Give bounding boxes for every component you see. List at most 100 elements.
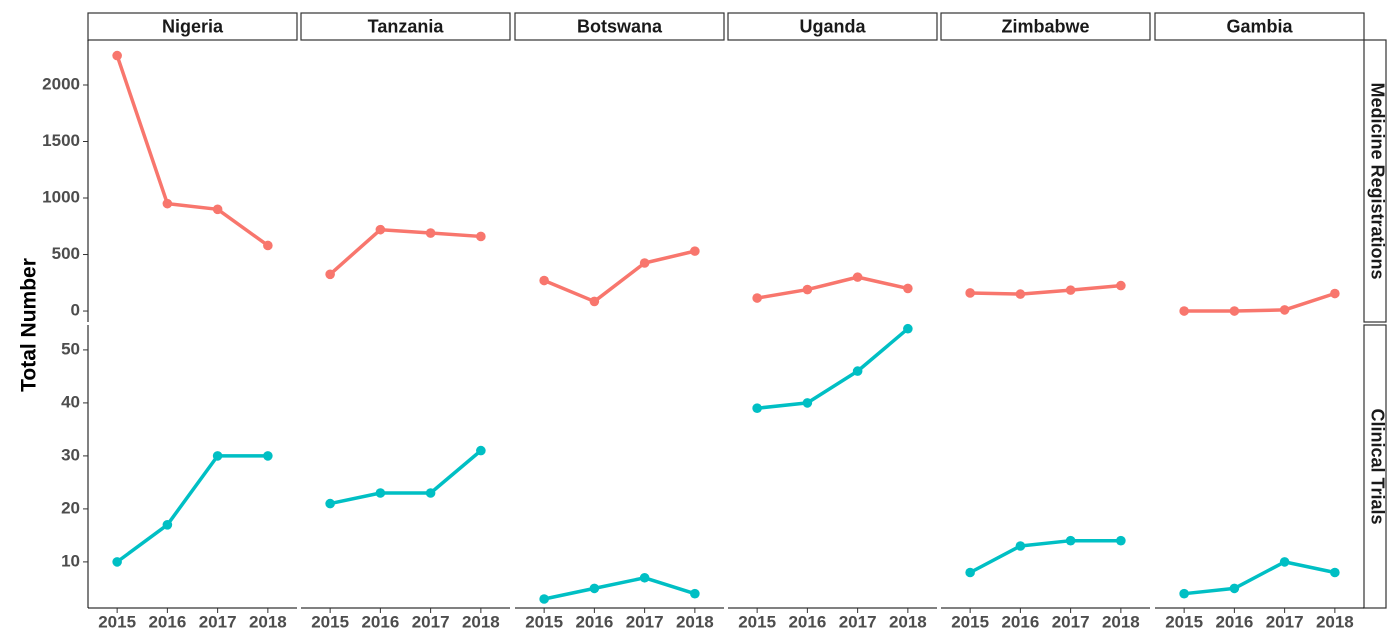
x-tick-label: 2017 <box>1266 612 1304 629</box>
point <box>1015 289 1026 299</box>
point <box>476 231 486 242</box>
row-strip <box>1363 324 1387 609</box>
x-tick-label: 2015 <box>98 612 136 629</box>
point <box>965 567 975 578</box>
x-tick-label: 2015 <box>311 612 349 629</box>
y-tick-label: 1000 <box>42 187 80 206</box>
line <box>329 449 482 506</box>
point <box>1229 583 1240 594</box>
point <box>162 519 173 530</box>
point <box>690 588 700 599</box>
y-tick-label: 1500 <box>42 131 80 150</box>
row-label: Clinical Trials <box>1367 408 1387 524</box>
point <box>589 296 600 307</box>
x-tick-label: 2018 <box>462 612 500 629</box>
point <box>690 246 700 256</box>
point <box>162 198 173 209</box>
point <box>112 50 122 61</box>
point <box>639 258 650 268</box>
x-tick-label: 2015 <box>738 612 776 629</box>
line <box>1184 291 1336 313</box>
point <box>802 284 813 295</box>
x-tick-label: 2017 <box>839 612 877 629</box>
point <box>375 224 386 235</box>
point <box>325 269 335 280</box>
point <box>639 572 650 583</box>
point <box>425 228 436 238</box>
line <box>328 227 481 276</box>
row-label: Medicine Registrations <box>1367 82 1387 279</box>
point <box>852 272 863 282</box>
facet-strip <box>940 12 1151 41</box>
line <box>969 538 1121 575</box>
x-tick-label: 2015 <box>951 612 989 629</box>
x-tick-label: 2017 <box>626 612 664 629</box>
x-tick-label: 2017 <box>1052 612 1090 629</box>
y-tick-label: 20 <box>61 498 80 517</box>
point <box>1229 306 1240 316</box>
facet-label: Botswana <box>577 16 663 36</box>
point <box>1065 285 1076 295</box>
point <box>212 204 223 215</box>
x-tick-label: 2015 <box>525 612 563 629</box>
point <box>1179 306 1189 316</box>
point <box>965 288 975 298</box>
point <box>112 557 122 567</box>
y-tick-label: 10 <box>61 551 80 570</box>
point <box>1279 305 1290 315</box>
point <box>1116 280 1126 291</box>
facet-label: Nigeria <box>162 16 224 36</box>
point <box>589 583 600 594</box>
point <box>212 451 223 461</box>
point <box>752 403 762 414</box>
point <box>852 366 863 376</box>
point <box>1330 288 1340 299</box>
x-tick-label: 2018 <box>1316 612 1354 629</box>
x-tick-label: 2018 <box>249 612 287 629</box>
point <box>903 283 913 294</box>
x-tick-label: 2017 <box>199 612 237 629</box>
line <box>115 55 269 247</box>
line <box>970 283 1122 296</box>
point <box>1116 535 1126 546</box>
facet-label: Gambia <box>1226 16 1293 36</box>
point <box>1279 557 1290 567</box>
line <box>756 275 909 300</box>
facet-strip <box>300 12 511 41</box>
facet-strip <box>1154 12 1365 41</box>
point <box>1179 588 1189 599</box>
facet-label: Uganda <box>799 16 866 36</box>
x-tick-label: 2018 <box>676 612 714 629</box>
line <box>1183 560 1336 596</box>
y-tick-label: 50 <box>61 339 80 358</box>
y-tick-label: 500 <box>52 244 80 263</box>
x-tick-label: 2016 <box>788 612 826 629</box>
x-tick-label: 2018 <box>889 612 927 629</box>
point <box>539 594 549 604</box>
point <box>263 451 273 461</box>
facet-label: Zimbabwe <box>1001 16 1089 36</box>
line <box>756 327 909 410</box>
point <box>903 323 913 334</box>
row-strip <box>1363 39 1387 323</box>
x-tick-label: 2016 <box>361 612 399 629</box>
point <box>802 398 813 408</box>
x-tick-label: 2016 <box>1001 612 1039 629</box>
x-tick-label: 2017 <box>412 612 450 629</box>
x-tick-label: 2016 <box>148 612 186 629</box>
point <box>263 240 273 251</box>
x-tick-label: 2018 <box>1102 612 1140 629</box>
line <box>543 576 696 601</box>
point <box>375 488 386 498</box>
y-tick-label: 40 <box>61 392 80 411</box>
point <box>1330 567 1340 578</box>
facet-strip <box>727 12 938 41</box>
point <box>539 275 549 286</box>
facet-strip <box>87 12 298 41</box>
point <box>476 445 486 456</box>
point <box>325 498 335 509</box>
line <box>543 249 696 304</box>
y-axis-label: Total Number <box>18 258 41 392</box>
line <box>116 454 268 564</box>
